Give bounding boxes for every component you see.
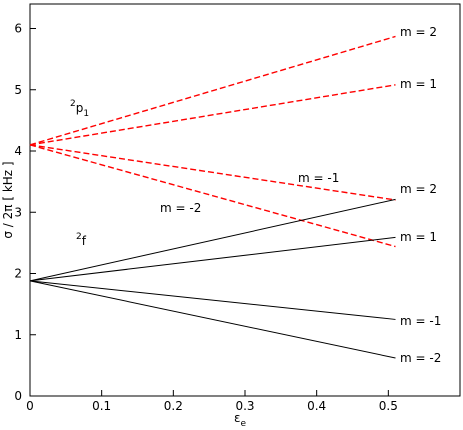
annotation-text: p xyxy=(76,101,84,115)
series-line xyxy=(29,280,396,320)
x-tick-label: 0.3 xyxy=(235,399,254,413)
y-tick-label: 5 xyxy=(14,83,22,97)
annotation-sup: 2 xyxy=(70,99,76,109)
series-label: m = -1 xyxy=(400,314,441,328)
x-tick-label: 0.5 xyxy=(379,399,398,413)
annotation: 2p1 xyxy=(70,99,89,119)
y-tick-label: 2 xyxy=(14,267,22,281)
y-tick-label: 1 xyxy=(14,328,22,342)
series-line xyxy=(29,236,396,282)
series-label: m = 2 xyxy=(400,182,437,196)
y-tick-label: 3 xyxy=(14,205,22,219)
series-line xyxy=(29,198,396,282)
x-axis-label-main: ε xyxy=(234,411,241,425)
series-label: m = -2 xyxy=(400,351,441,365)
series-line xyxy=(29,144,396,248)
series-label: m = 1 xyxy=(400,230,437,244)
annotation-sub: 1 xyxy=(83,109,89,119)
series-line xyxy=(29,280,396,359)
y-tick-label: 4 xyxy=(14,144,22,158)
series-label: m = -1 xyxy=(298,171,339,185)
series-label: m = 1 xyxy=(400,77,437,91)
annotation: 2f xyxy=(76,232,87,248)
y-tick-label: 6 xyxy=(14,22,22,36)
annotation-sup: 2 xyxy=(76,232,82,242)
series-line xyxy=(29,35,396,146)
series-line xyxy=(29,144,396,201)
series-line xyxy=(29,84,396,146)
y-tick-label: 0 xyxy=(14,389,22,403)
y-axis-label: σ / 2π [ kHz ] xyxy=(1,161,15,238)
x-axis-label: εe xyxy=(234,411,247,429)
annotation-text: f xyxy=(82,234,87,248)
x-tick-label: 0.4 xyxy=(307,399,326,413)
x-tick-label: 0.2 xyxy=(164,399,183,413)
series-label: m = 2 xyxy=(400,25,437,39)
x-axis-label-sub: e xyxy=(240,419,246,429)
series-label: m = -2 xyxy=(160,201,201,215)
x-tick-label: 0.1 xyxy=(92,399,111,413)
x-tick-label: 0 xyxy=(26,399,34,413)
